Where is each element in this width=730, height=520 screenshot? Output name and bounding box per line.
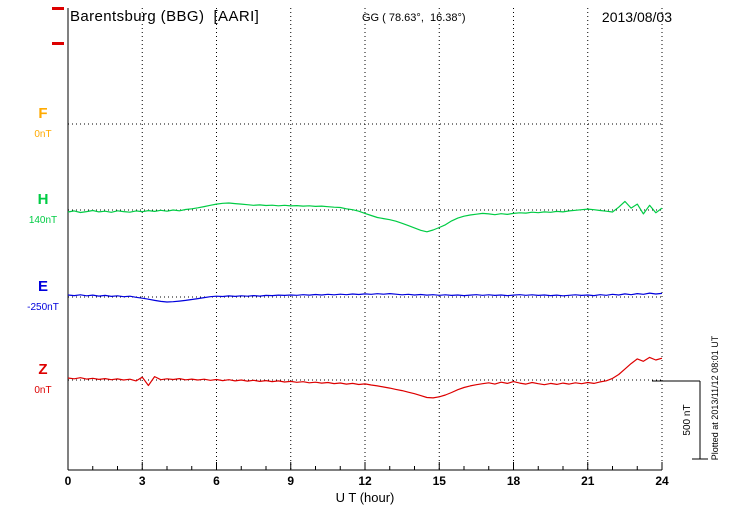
trace-H bbox=[67, 200, 663, 233]
x-tick-label-21: 21 bbox=[581, 474, 595, 488]
x-tick-label-0: 0 bbox=[64, 474, 72, 488]
trace-E bbox=[67, 292, 663, 303]
station-title: Barentsburg (BBG) [AARI] bbox=[70, 8, 260, 25]
red-mark-top bbox=[52, 7, 64, 10]
x-tick-label-6: 6 bbox=[213, 474, 220, 488]
x-tick-label-15: 15 bbox=[432, 474, 446, 488]
component-baseline-E: -250nT bbox=[27, 302, 59, 313]
red-mark-second bbox=[52, 42, 64, 45]
component-baseline-H: 140nT bbox=[28, 215, 58, 226]
x-tick-label-12: 12 bbox=[358, 474, 372, 488]
x-tick-label-24: 24 bbox=[655, 474, 669, 488]
x-tick-label-9: 9 bbox=[287, 474, 295, 488]
x-axis-label: U T (hour) bbox=[335, 490, 395, 505]
x-tick-label-18: 18 bbox=[506, 474, 521, 488]
x-tick-label-3: 3 bbox=[138, 474, 146, 488]
component-label-H: H bbox=[37, 191, 49, 208]
component-label-E: E bbox=[37, 278, 48, 295]
component-baseline-Z: 0nT bbox=[34, 385, 52, 396]
component-baseline-F: 0nT bbox=[34, 129, 52, 140]
component-label-F: F bbox=[38, 105, 48, 122]
plotted-at-note: Plotted at 2013/11/12 08:01 UT bbox=[710, 335, 720, 461]
plot-date: 2013/08/03 bbox=[601, 9, 672, 25]
scale-bar-label: 500 nT bbox=[682, 404, 693, 436]
trace-Z bbox=[67, 356, 663, 399]
component-label-Z: Z bbox=[38, 361, 48, 378]
geo-coordinates: GG ( 78.63°, 16.38°) bbox=[362, 12, 466, 24]
